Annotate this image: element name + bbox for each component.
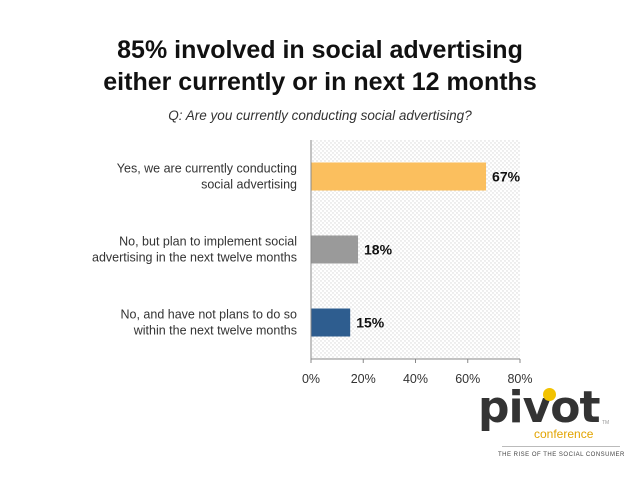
x-tick-label: 80% <box>507 372 532 386</box>
logo-dot-icon <box>543 388 556 401</box>
logo-tagline: THE RISE OF THE SOCIAL CONSUMER <box>498 452 625 458</box>
category-label-line: No, and have not plans to do so <box>120 308 297 322</box>
category-label-2: No, but plan to implement social advertis… <box>92 235 297 265</box>
x-tick-label: 40% <box>403 372 428 386</box>
category-label-line: social advertising <box>201 178 297 192</box>
logo-word: pivot <box>478 382 601 433</box>
logo-subtitle: conference <box>534 427 594 441</box>
data-label-2: 18% <box>364 242 393 258</box>
category-label-1: Yes, we are currently conducting social a… <box>117 162 297 192</box>
logo-trademark: TM <box>602 420 610 426</box>
bar-1 <box>311 162 487 191</box>
bar-chart: 67% Yes, we are currently conducting socia… <box>92 140 533 386</box>
category-label-line: within the next twelve months <box>133 324 297 338</box>
category-label-line: Yes, we are currently conducting <box>117 162 297 176</box>
category-label-line: advertising in the next twelve months <box>92 251 297 265</box>
data-label-1: 67% <box>492 169 521 185</box>
data-label-3: 15% <box>356 315 385 331</box>
pivot-conference-logo: pivot conference TM THE RISE OF THE SOCI… <box>478 382 628 459</box>
x-tick-label: 20% <box>351 372 376 386</box>
x-tick-label: 0% <box>302 372 320 386</box>
bar-2 <box>311 235 359 264</box>
category-label-3: No, and have not plans to do so within th… <box>120 308 297 338</box>
title-line-1: 85% involved in social advertising <box>117 36 523 64</box>
title-line-2: either currently or in next 12 months <box>103 68 537 96</box>
chart-title: 85% involved in social advertising eithe… <box>0 34 640 98</box>
bar-3 <box>311 308 351 337</box>
category-label-line: No, but plan to implement social <box>119 235 297 249</box>
logo-divider <box>502 446 620 447</box>
x-tick-label: 60% <box>455 372 480 386</box>
question-subtitle: Q: Are you currently conducting social a… <box>168 108 472 123</box>
